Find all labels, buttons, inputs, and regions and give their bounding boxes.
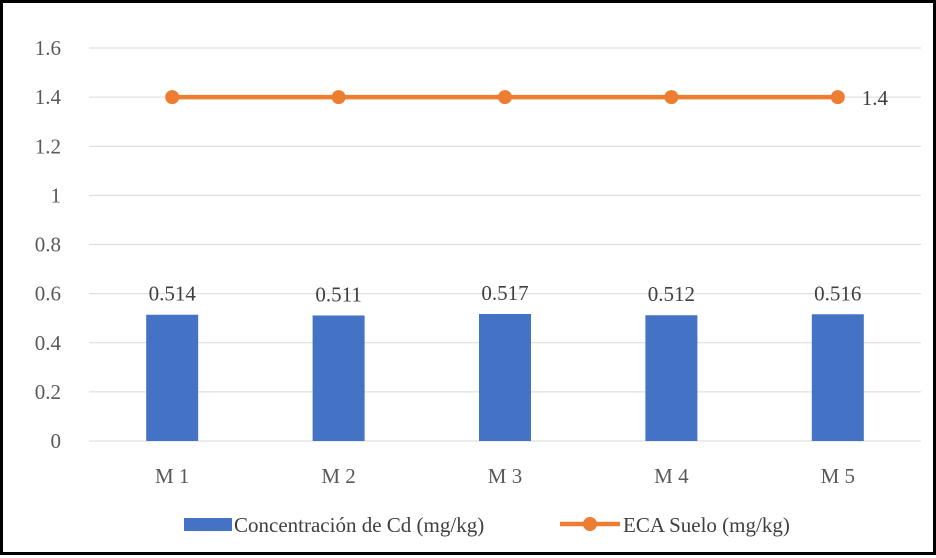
y-tick-label: 0	[51, 429, 62, 453]
bar-data-label: 0.514	[149, 282, 197, 306]
x-axis-ticks: M 1 M 2 M 3 M 4 M 5	[155, 464, 855, 488]
x-tick-label: M 1	[155, 464, 189, 488]
legend-line-marker	[583, 517, 597, 531]
y-tick-label: 1.6	[35, 36, 61, 60]
bar-data-labels: 0.514 0.511 0.517 0.512 0.516	[149, 281, 862, 306]
bar	[312, 315, 365, 441]
line-point	[664, 90, 679, 105]
bar	[479, 314, 531, 441]
x-tick-label: M 3	[488, 464, 522, 488]
line-point	[331, 90, 346, 105]
legend-line-label: ECA Suelo (mg/kg)	[623, 513, 790, 537]
y-tick-label: 0.2	[35, 380, 61, 404]
bar-series	[146, 314, 864, 441]
bar	[811, 314, 864, 441]
bar-data-label: 0.511	[315, 282, 361, 306]
line-end-label: 1.4	[862, 86, 889, 110]
line-point	[830, 90, 845, 105]
legend-bar-label: Concentración de Cd (mg/kg)	[234, 513, 484, 537]
x-tick-label: M 4	[654, 464, 689, 488]
chart: 00.20.40.60.811.21.41.6 0.514 0.511 0.517 0…	[35, 36, 921, 537]
y-tick-label: 1.4	[35, 85, 62, 109]
y-tick-label: 0.6	[35, 282, 61, 306]
y-tick-label: 0.8	[35, 233, 61, 257]
line-point	[498, 90, 512, 105]
line-series: 1.4	[165, 86, 889, 110]
y-axis-ticks: 0 0.2 0.4 0.6 0.8 1 1.2 1.4 1.6	[35, 36, 62, 453]
y-tick-label: 0.4	[35, 331, 62, 355]
legend-bar-swatch	[184, 518, 232, 531]
gridlines	[89, 47, 921, 442]
bar-data-label: 0.517	[481, 281, 528, 305]
y-tick-label: 1	[51, 183, 62, 207]
bar	[645, 315, 698, 441]
x-tick-label: M 2	[321, 464, 355, 488]
bar-data-label: 0.512	[648, 282, 695, 306]
line-point	[165, 90, 180, 105]
bar-data-label: 0.516	[814, 281, 861, 305]
legend: Concentración de Cd (mg/kg) ECA Suelo (m…	[184, 513, 790, 537]
bar	[146, 314, 199, 441]
y-tick-label: 1.2	[35, 134, 61, 158]
x-tick-label: M 5	[821, 464, 855, 488]
